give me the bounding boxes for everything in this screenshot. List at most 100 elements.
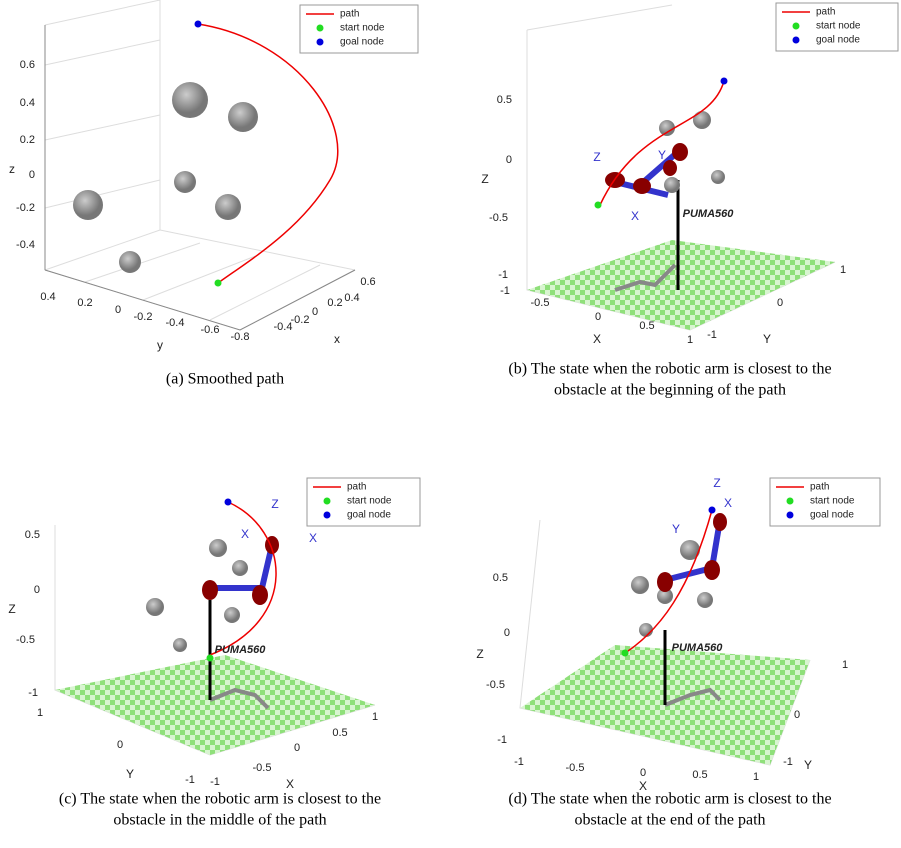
legend-marker bbox=[793, 23, 800, 30]
axis-label: z bbox=[9, 162, 15, 176]
axis-label: X bbox=[286, 777, 294, 791]
z-tick-label: 0.5 bbox=[497, 94, 512, 106]
frame-label: Z bbox=[271, 497, 278, 511]
axis-label: Y bbox=[126, 767, 134, 781]
y-tick-label: -1 bbox=[185, 774, 195, 786]
frame-label: X bbox=[631, 209, 639, 223]
caption: (b) The state when the robotic arm is cl… bbox=[508, 361, 831, 378]
legend-marker bbox=[787, 498, 794, 505]
x-tick-label: 1 bbox=[687, 334, 693, 346]
z-tick-label: 0 bbox=[504, 627, 510, 639]
axis-label: Y bbox=[763, 332, 771, 346]
x-tick-label: 1 bbox=[372, 711, 378, 723]
x-tick-label: 0.5 bbox=[692, 769, 707, 781]
legend-entry: start node bbox=[347, 496, 392, 507]
y-tick-label: -1 bbox=[707, 329, 717, 341]
x-tick-label: -1 bbox=[500, 285, 510, 297]
frame-label: Z bbox=[593, 150, 600, 164]
x-tick-label: 0 bbox=[640, 767, 646, 779]
z-tick-label: -1 bbox=[28, 687, 38, 699]
legend-entry: goal node bbox=[810, 510, 854, 521]
legend-entry: path bbox=[816, 7, 835, 18]
axis-label: y bbox=[157, 338, 163, 352]
x-tick-label: 0 bbox=[294, 742, 300, 754]
x-tick-label: -0.5 bbox=[566, 762, 585, 774]
y-tick-label: 1 bbox=[840, 264, 846, 276]
axis-label: Z bbox=[476, 647, 483, 661]
legend-marker bbox=[324, 498, 331, 505]
x-tick-label: 0.4 bbox=[344, 292, 359, 304]
x-tick-label: 0.5 bbox=[332, 727, 347, 739]
y-tick-label: 0.2 bbox=[77, 297, 92, 309]
axis-label: x bbox=[334, 332, 340, 346]
x-tick-label: 0 bbox=[595, 311, 601, 323]
axis-label: X bbox=[639, 779, 647, 793]
z-tick-label: -1 bbox=[497, 734, 507, 746]
figure: (a) Smoothed path path start node goal node… bbox=[0, 0, 901, 848]
x-tick-label: 0.2 bbox=[327, 297, 342, 309]
axis-label: Z bbox=[8, 602, 15, 616]
caption: obstacle at the beginning of the path bbox=[554, 382, 786, 399]
x-tick-label: -0.5 bbox=[253, 762, 272, 774]
x-tick-label: 0 bbox=[312, 306, 318, 318]
z-tick-label: 0.2 bbox=[20, 134, 35, 146]
legend-marker bbox=[317, 25, 324, 32]
frame-label: Y bbox=[672, 522, 680, 536]
y-tick-label: 1 bbox=[842, 659, 848, 671]
caption: obstacle in the middle of the path bbox=[113, 812, 326, 829]
x-tick-label: -1 bbox=[514, 756, 524, 768]
y-tick-label: -0.8 bbox=[231, 331, 250, 343]
y-tick-label: -0.6 bbox=[201, 324, 220, 336]
y-tick-label: -0.2 bbox=[134, 311, 153, 323]
robot-label: PUMA560 bbox=[215, 644, 267, 656]
legend-entry: path bbox=[340, 9, 359, 20]
z-tick-label: -0.5 bbox=[16, 634, 35, 646]
caption: (c) The state when the robotic arm is cl… bbox=[59, 791, 381, 808]
frame-label: X bbox=[724, 496, 732, 510]
x-tick-label: 0.5 bbox=[639, 320, 654, 332]
caption: obstacle at the end of the path bbox=[574, 812, 765, 829]
z-tick-label: -0.5 bbox=[486, 679, 505, 691]
legend-marker bbox=[324, 512, 331, 519]
legend-entry: path bbox=[810, 482, 829, 493]
frame-label: Y bbox=[658, 148, 666, 162]
z-tick-label: -1 bbox=[498, 269, 508, 281]
y-tick-label: -1 bbox=[783, 756, 793, 768]
caption: (d) The state when the robotic arm is cl… bbox=[508, 791, 831, 808]
path-curve bbox=[198, 24, 338, 283]
z-tick-label: 0.6 bbox=[20, 59, 35, 71]
legend-entry: start node bbox=[340, 23, 385, 34]
legend-marker bbox=[787, 512, 794, 519]
z-tick-label: 0.5 bbox=[25, 529, 40, 541]
x-tick-label: 0.6 bbox=[360, 276, 375, 288]
x-tick-label: -0.2 bbox=[291, 314, 310, 326]
legend-entry: goal node bbox=[347, 510, 391, 521]
z-tick-label: -0.2 bbox=[16, 202, 35, 214]
axis-label: Y bbox=[804, 758, 812, 772]
x-tick-label: -0.4 bbox=[274, 321, 293, 333]
y-tick-label: 0 bbox=[117, 739, 123, 751]
legend-marker bbox=[793, 37, 800, 44]
frame-label: X bbox=[241, 527, 249, 541]
legend-marker bbox=[317, 39, 324, 46]
y-tick-label: 0 bbox=[777, 297, 783, 309]
y-tick-label: 1 bbox=[37, 707, 43, 719]
legend-entry: start node bbox=[816, 21, 861, 32]
axis-label: Z bbox=[481, 172, 488, 186]
legend-entry: goal node bbox=[816, 35, 860, 46]
legend-entry: path bbox=[347, 482, 366, 493]
robot-label: PUMA560 bbox=[672, 642, 724, 654]
frame-label: Z bbox=[713, 476, 720, 490]
z-tick-label: 0 bbox=[29, 169, 35, 181]
x-tick-label: -1 bbox=[210, 776, 220, 788]
robot-label: PUMA560 bbox=[683, 208, 735, 220]
z-tick-label: 0.4 bbox=[20, 97, 35, 109]
z-tick-label: 0.5 bbox=[493, 572, 508, 584]
legend-entry: goal node bbox=[340, 37, 384, 48]
legend-entry: start node bbox=[810, 496, 855, 507]
floor bbox=[527, 240, 835, 330]
start-node bbox=[215, 280, 222, 287]
caption: (a) Smoothed path bbox=[166, 371, 284, 388]
x-tick-label: -0.5 bbox=[531, 297, 550, 309]
y-tick-label: 0 bbox=[115, 304, 121, 316]
